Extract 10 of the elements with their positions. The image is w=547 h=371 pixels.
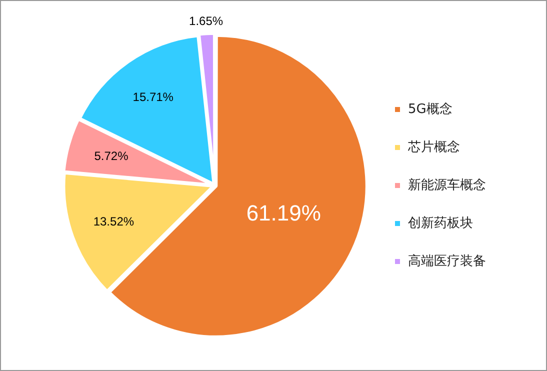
legend-label: 新能源车概念 [408,178,486,193]
legend-label: 芯片概念 [407,140,460,155]
data-label: 5.72% [94,148,129,163]
legend-label: 高端医疗装备 [408,252,486,269]
data-label: 13.52% [93,214,134,228]
legend-label: 5G概念 [408,102,452,117]
data-label: 61.19% [246,200,321,226]
data-label: 15.71% [132,90,174,104]
legend-label: 创新药板块 [408,216,473,231]
data-label: 1.65% [189,14,224,28]
